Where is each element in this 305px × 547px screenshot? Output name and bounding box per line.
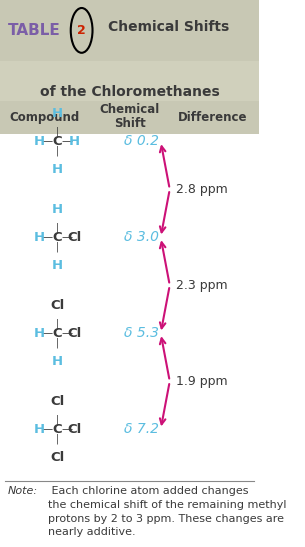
- Text: —: —: [61, 424, 72, 434]
- Text: |: |: [56, 242, 59, 252]
- Text: —: —: [42, 232, 53, 242]
- Text: |: |: [56, 318, 59, 329]
- Text: Cl: Cl: [67, 327, 82, 340]
- Text: H: H: [52, 203, 63, 216]
- Text: |: |: [56, 146, 59, 156]
- Text: H: H: [52, 162, 63, 176]
- Text: C: C: [52, 231, 62, 244]
- Text: H: H: [34, 135, 45, 148]
- Text: |: |: [56, 126, 59, 137]
- Text: —: —: [61, 328, 72, 338]
- Text: H: H: [34, 423, 45, 436]
- Text: H: H: [52, 107, 63, 120]
- Text: H: H: [52, 354, 63, 368]
- Text: |: |: [56, 434, 59, 444]
- Text: Note:: Note:: [8, 486, 38, 496]
- Text: C: C: [52, 423, 62, 436]
- Text: —: —: [42, 424, 53, 434]
- Text: C: C: [52, 135, 62, 148]
- Text: H: H: [52, 259, 63, 271]
- Text: TABLE: TABLE: [8, 23, 60, 38]
- Text: —: —: [61, 232, 72, 242]
- Text: |: |: [56, 414, 59, 425]
- Text: Cl: Cl: [67, 231, 82, 244]
- Text: δ 7.2: δ 7.2: [124, 422, 160, 437]
- Text: |: |: [56, 222, 59, 233]
- Text: Cl: Cl: [50, 299, 64, 312]
- Text: —: —: [42, 328, 53, 338]
- Text: —: —: [42, 136, 53, 146]
- Text: δ 3.0: δ 3.0: [124, 230, 160, 245]
- Text: Cl: Cl: [50, 451, 64, 463]
- Text: of the Chloromethanes: of the Chloromethanes: [40, 85, 220, 99]
- Text: Cl: Cl: [67, 423, 82, 436]
- Text: Each chlorine atom added changes
the chemical shift of the remaining methyl
prot: Each chlorine atom added changes the che…: [48, 486, 286, 537]
- Text: H: H: [69, 135, 80, 148]
- Text: H: H: [34, 327, 45, 340]
- Text: Cl: Cl: [50, 395, 64, 408]
- Text: Compound: Compound: [9, 112, 79, 124]
- Text: Difference: Difference: [178, 112, 247, 124]
- Text: |: |: [56, 337, 59, 348]
- Text: C: C: [52, 327, 62, 340]
- Bar: [0, 0, 259, 61]
- Text: H: H: [34, 231, 45, 244]
- Text: δ 0.2: δ 0.2: [124, 135, 160, 148]
- Text: Chemical
Shift: Chemical Shift: [99, 102, 160, 130]
- Text: 2.8 ppm: 2.8 ppm: [176, 183, 228, 196]
- Text: 1.9 ppm: 1.9 ppm: [176, 375, 228, 388]
- Bar: [0, 101, 259, 135]
- Text: Chemical Shifts: Chemical Shifts: [108, 20, 229, 34]
- Text: δ 5.3: δ 5.3: [124, 327, 160, 340]
- Text: 2.3 ppm: 2.3 ppm: [176, 279, 228, 292]
- Text: 2: 2: [77, 24, 86, 37]
- Bar: [0, 61, 259, 102]
- Text: —: —: [61, 136, 72, 146]
